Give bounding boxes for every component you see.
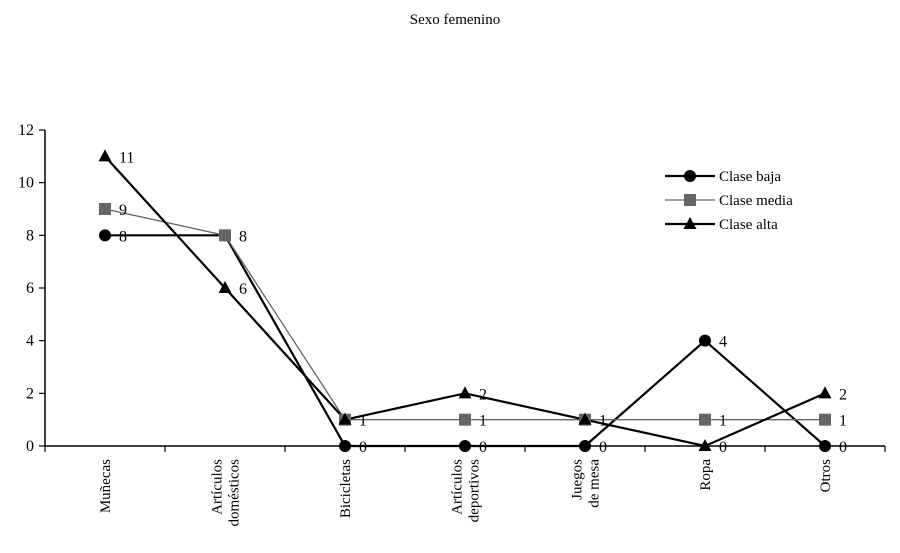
triangle-marker bbox=[698, 439, 712, 451]
data-label: 1 bbox=[599, 413, 607, 430]
square-marker bbox=[699, 413, 711, 426]
square-marker bbox=[819, 413, 831, 426]
series-line bbox=[104, 155, 826, 448]
y-tick-label: 8 bbox=[26, 227, 34, 244]
data-label: 1 bbox=[719, 413, 727, 430]
data-label: 9 bbox=[119, 202, 127, 219]
data-label: 0 bbox=[839, 439, 847, 456]
y-tick-label: 4 bbox=[26, 333, 34, 350]
x-category-label: Artículos domésticos bbox=[210, 459, 243, 527]
data-label: 11 bbox=[119, 149, 134, 166]
x-tick-label: domésticos bbox=[227, 459, 243, 527]
x-category-label: Ropa bbox=[698, 459, 714, 491]
data-label: 1 bbox=[839, 413, 847, 430]
data-labels: 11 9 8 8 6 1 0 2 1 0 1 0 4 1 0 2 1 0 bbox=[119, 149, 847, 456]
x-category-label: Juegos de mesa bbox=[570, 459, 603, 508]
x-category-label: Artículos deportivos bbox=[450, 459, 483, 522]
square-marker bbox=[99, 203, 111, 215]
triangle-marker bbox=[458, 386, 472, 399]
x-category-label: Muñecas bbox=[98, 459, 114, 513]
triangle-marker bbox=[218, 281, 232, 293]
data-label: 1 bbox=[359, 413, 367, 430]
x-tick-label: Artículos bbox=[210, 459, 226, 515]
triangle-marker bbox=[338, 412, 352, 425]
x-tick-label: Otros bbox=[818, 459, 834, 492]
y-tick-label: 2 bbox=[26, 385, 34, 402]
chart-title: Sexo femenino bbox=[410, 12, 500, 28]
data-label: 2 bbox=[839, 386, 847, 403]
data-label: 6 bbox=[239, 281, 247, 298]
triangle-marker bbox=[578, 412, 592, 425]
x-tick-label: Juegos bbox=[570, 459, 586, 500]
x-category-label: Bicicletas bbox=[338, 459, 354, 518]
data-label: 2 bbox=[479, 386, 487, 403]
series-lines bbox=[104, 155, 826, 448]
circle-marker bbox=[459, 440, 471, 452]
x-tick-label: deportivos bbox=[467, 459, 483, 522]
data-label: 8 bbox=[239, 228, 247, 245]
data-label: 0 bbox=[719, 439, 727, 456]
legend: Clase baja Clase media Clase alta bbox=[665, 169, 793, 233]
square-marker bbox=[459, 413, 471, 426]
x-tick-label: Bicicletas bbox=[338, 459, 354, 518]
legend-circle-marker bbox=[684, 170, 696, 182]
legend-triangle-marker bbox=[683, 217, 697, 229]
circle-marker bbox=[819, 440, 831, 452]
legend-label: Clase baja bbox=[719, 169, 781, 185]
y-tick-label: 0 bbox=[26, 438, 34, 455]
data-label: 8 bbox=[119, 228, 127, 245]
x-tick-label: Ropa bbox=[698, 459, 714, 491]
x-tick-label: Muñecas bbox=[98, 459, 114, 513]
triangle-marker bbox=[98, 149, 112, 162]
triangle-marker bbox=[818, 386, 832, 399]
data-label: 0 bbox=[479, 439, 487, 456]
circle-marker bbox=[699, 334, 711, 347]
circle-marker bbox=[99, 229, 111, 242]
data-label: 4 bbox=[719, 334, 727, 351]
y-tick-label: 6 bbox=[26, 280, 34, 297]
x-tick-label: de mesa bbox=[587, 459, 603, 508]
circle-marker bbox=[339, 440, 351, 452]
data-label: 0 bbox=[359, 439, 367, 456]
markers bbox=[98, 149, 832, 452]
data-label: 1 bbox=[479, 413, 487, 430]
x-category-label: Otros bbox=[818, 459, 834, 492]
square-marker bbox=[219, 229, 231, 242]
x-tick-label: Artículos bbox=[450, 459, 466, 515]
legend-square-marker bbox=[684, 194, 696, 206]
legend-label: Clase alta bbox=[719, 217, 778, 233]
data-label: 0 bbox=[599, 439, 607, 456]
circle-marker bbox=[579, 440, 591, 452]
legend-label: Clase media bbox=[719, 193, 793, 209]
y-tick-label: 10 bbox=[18, 175, 34, 192]
y-tick-label: 12 bbox=[18, 122, 34, 139]
